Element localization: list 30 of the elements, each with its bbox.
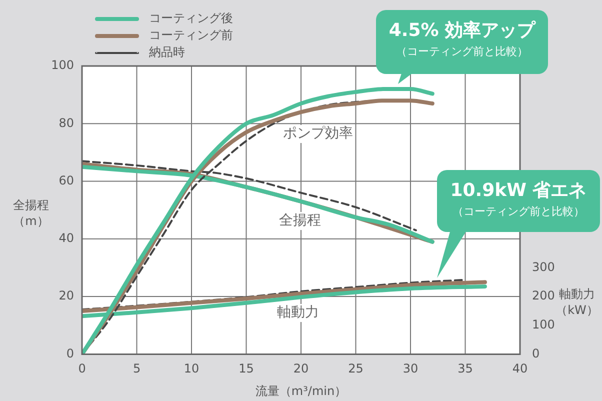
x-tick-label: 30 (402, 362, 418, 376)
annotation: （コーティング前と比較） (452, 204, 586, 220)
x-tick-label: 20 (293, 362, 309, 376)
y2-tick-label: 0 (532, 346, 540, 360)
x-axis-title: 流量（m³/min） (255, 384, 347, 398)
legend-label: コーティング前 (149, 27, 233, 44)
x-tick-label: 25 (348, 362, 364, 376)
legend-label: コーティング後 (149, 10, 233, 27)
y-tick-label: 60 (58, 173, 74, 188)
x-tick-label: 5 (132, 362, 141, 376)
y2-tick-label: 100 (532, 318, 555, 332)
y2-tick-label: 300 (532, 260, 555, 274)
y2-axis-title: 軸動力（kW） (554, 286, 600, 318)
x-tick-label: 0 (78, 362, 86, 376)
legend-label: 納品時 (149, 44, 185, 61)
y-tick-label: 80 (58, 116, 74, 130)
x-tick-label: 35 (458, 362, 473, 376)
y2-tick-label: 200 (532, 288, 555, 303)
x-tick-label: 10 (184, 362, 200, 376)
annotation: 全揚程 (279, 212, 321, 229)
annotation: ポンプ効率 (283, 126, 353, 142)
annotation: 10.9kW 省エネ (449, 179, 588, 203)
y-tick-label: 100 (51, 58, 74, 72)
y-tick-label: 40 (58, 231, 74, 246)
x-tick-label: 15 (238, 362, 254, 376)
x-tick-label: 40 (512, 362, 528, 376)
annotation: 軸動力 (277, 304, 319, 321)
y-axis-title: 全揚程（m） (12, 197, 50, 229)
y-tick-label: 20 (58, 288, 74, 303)
y-tick-label: 0 (66, 346, 74, 360)
